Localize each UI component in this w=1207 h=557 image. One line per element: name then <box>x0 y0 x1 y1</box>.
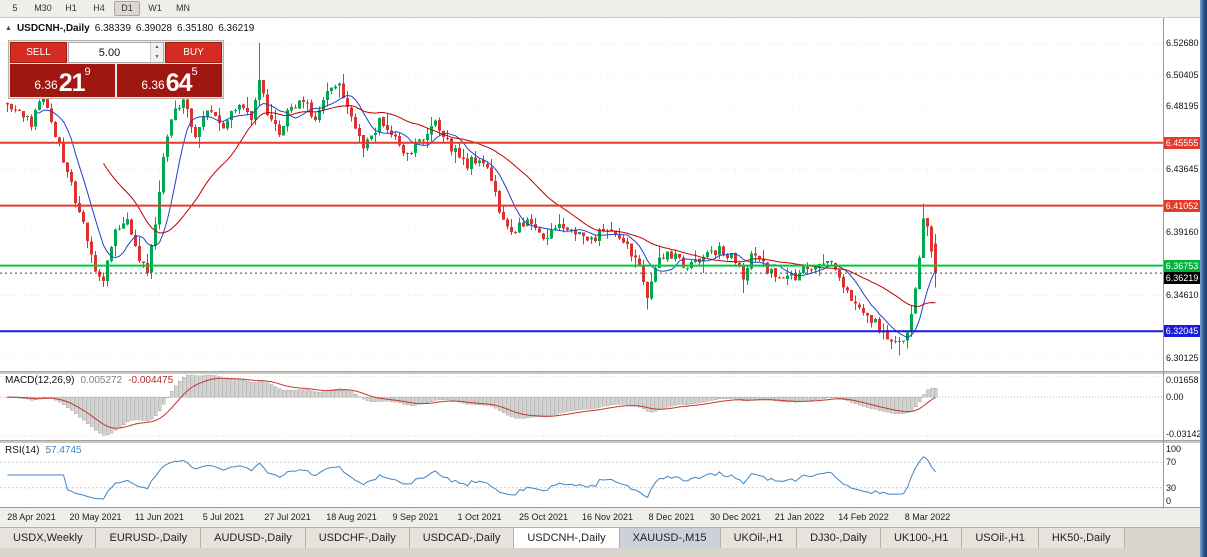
date-label: 5 Jul 2021 <box>202 512 245 522</box>
sell-price-big: 21 <box>58 69 86 97</box>
tab-ukoil-h1[interactable]: UKOil-,H1 <box>720 528 798 548</box>
window-right-border <box>1200 0 1207 557</box>
macd-name: MACD(12,26,9) <box>5 375 75 386</box>
axis-separator <box>1163 18 1164 507</box>
date-label: 21 Jan 2022 <box>774 512 825 522</box>
chart-tabs-bar: USDX,Weekly EURUSD-,Daily AUDUSD-,Daily USD… <box>0 527 1200 548</box>
price-axis-label: 6.39160 <box>1166 226 1199 237</box>
macd-label: MACD(12,26,9) 0.005272 -0.004475 <box>5 375 173 386</box>
rsi-name: RSI(14) <box>5 445 40 456</box>
sell-price-sup: 9 <box>84 66 91 78</box>
price-badge: 6.45555 <box>1164 136 1200 149</box>
tab-uk100-h1[interactable]: UK100-,H1 <box>880 528 963 548</box>
date-label: 25 Oct 2021 <box>518 512 569 522</box>
date-label: 27 Jul 2021 <box>264 512 311 522</box>
ohlc-open: 6.38339 <box>94 23 131 34</box>
timeframe-button-mn[interactable]: MN <box>176 3 190 13</box>
price-axis-label: 6.50405 <box>1166 69 1199 80</box>
price-axis-label: 6.48195 <box>1166 100 1199 111</box>
price-badge: 6.32045 <box>1164 325 1200 338</box>
date-label: 18 Aug 2021 <box>326 512 377 522</box>
volume-value[interactable]: 5.00 <box>98 46 121 59</box>
chart-symbol-label: USDCNH-,Daily <box>16 23 90 34</box>
tab-usdcnh-daily[interactable]: USDCNH-,Daily <box>514 528 620 548</box>
timeframe-button-h1[interactable]: H1 <box>65 3 77 13</box>
rsi-axis-label: 100 <box>1166 444 1182 454</box>
timeframe-button-m30[interactable]: M30 <box>34 3 52 13</box>
panel-separator[interactable] <box>0 440 1200 443</box>
ohlc-high: 6.39028 <box>135 23 173 34</box>
timeframe-button-5[interactable]: 5 <box>12 3 18 13</box>
status-bar <box>0 548 1207 557</box>
buy-price-big: 64 <box>165 69 193 97</box>
chart-info-line: ▲ USDCNH-,Daily 6.38339 6.39028 6.35180 … <box>5 23 254 34</box>
macd-axis-label: 0.00 <box>1166 392 1184 402</box>
tab-usdx-weekly[interactable]: USDX,Weekly <box>0 528 97 548</box>
rsi-axis-label: 70 <box>1166 457 1177 468</box>
date-label: 1 Oct 2021 <box>457 512 502 522</box>
volume-stepper[interactable]: 5.00 ▲ ▼ <box>68 42 164 63</box>
buy-price-sup: 5 <box>191 66 198 78</box>
macd-value-main: 0.005272 <box>80 375 123 386</box>
timeframe-toolbar: 5 M30 H1 H4 D1 W1 MN <box>0 0 1200 18</box>
ohlc-close: 6.36219 <box>218 23 255 34</box>
macd-axis-label: -0.03142 <box>1166 429 1202 439</box>
candlestick-chart[interactable] <box>0 18 1163 507</box>
price-badge: 6.41052 <box>1164 199 1200 212</box>
date-label: 14 Feb 2022 <box>838 512 889 522</box>
tab-usoil-h1[interactable]: USOil-,H1 <box>962 528 1039 548</box>
price-axis-label: 6.52680 <box>1166 37 1199 48</box>
sell-price-prefix: 6.36 <box>34 78 58 92</box>
price-badge: 6.36219 <box>1164 272 1200 285</box>
buy-price[interactable]: 6.36 64 5 <box>117 64 222 97</box>
price-axis-label: 6.30125 <box>1166 352 1199 363</box>
rsi-label: RSI(14) 57.4745 <box>5 445 82 456</box>
price-axis-label: 6.34610 <box>1166 290 1199 300</box>
date-axis[interactable]: 28 Apr 2021 20 May 2021 11 Jun 2021 5 Jul 2… <box>0 507 1200 527</box>
tab-usdchf-daily[interactable]: USDCHF-,Daily <box>305 528 410 548</box>
macd-axis-label: 0.01658 <box>1166 375 1199 385</box>
date-label: 30 Dec 2021 <box>709 512 762 522</box>
timeframe-button-w1[interactable]: W1 <box>148 3 162 13</box>
tab-audusd-daily[interactable]: AUDUSD-,Daily <box>201 528 306 548</box>
date-label: 11 Jun 2021 <box>135 512 184 522</box>
macd-histogram <box>5 374 938 436</box>
tab-hk50-daily[interactable]: HK50-,Daily <box>1038 528 1125 548</box>
tab-eurusd-daily[interactable]: EURUSD-,Daily <box>96 528 202 548</box>
price-axis[interactable]: 6.52680 6.50405 6.48195 6.45555 6.43645 6.410… <box>1164 18 1202 507</box>
sell-price[interactable]: 6.36 21 9 <box>10 64 115 97</box>
price-badge: 6.36753 <box>1164 259 1200 272</box>
rsi-axis-label: 30 <box>1166 482 1177 493</box>
sell-button[interactable]: SELL <box>10 42 67 63</box>
date-label: 8 Mar 2022 <box>904 512 951 522</box>
collapse-arrow-icon[interactable]: ▲ <box>5 25 12 32</box>
date-label: 16 Nov 2021 <box>581 512 634 522</box>
panel-separator[interactable] <box>0 371 1200 374</box>
price-axis-label: 6.43645 <box>1166 164 1199 174</box>
ohlc-low: 6.35180 <box>177 23 214 34</box>
one-click-trading-panel: SELL 5.00 ▲ ▼ BUY 6.36 21 9 6.36 64 5 <box>8 40 224 99</box>
volume-up-icon[interactable]: ▲ <box>151 43 163 53</box>
macd-value-signal: -0.004475 <box>128 375 174 386</box>
timeframe-button-d1[interactable]: D1 <box>114 1 140 16</box>
tab-usdcad-daily[interactable]: USDCAD-,Daily <box>409 528 515 548</box>
volume-spinner: ▲ ▼ <box>150 43 163 62</box>
date-label: 9 Sep 2021 <box>392 512 439 522</box>
date-label: 8 Dec 2021 <box>648 512 695 522</box>
buy-price-prefix: 6.36 <box>141 78 165 92</box>
rsi-value: 57.4745 <box>45 445 82 456</box>
date-label: 28 Apr 2021 <box>7 512 56 522</box>
volume-down-icon[interactable]: ▼ <box>151 52 163 62</box>
timeframe-button-h4[interactable]: H4 <box>93 3 105 13</box>
tab-xauusd-m15[interactable]: XAUUSD-,M15 <box>619 528 721 548</box>
rsi-axis-label: 0 <box>1166 496 1172 506</box>
date-label: 20 May 2021 <box>69 512 122 522</box>
buy-button[interactable]: BUY <box>165 42 222 63</box>
tab-dj30-daily[interactable]: DJ30-,Daily <box>797 528 881 548</box>
